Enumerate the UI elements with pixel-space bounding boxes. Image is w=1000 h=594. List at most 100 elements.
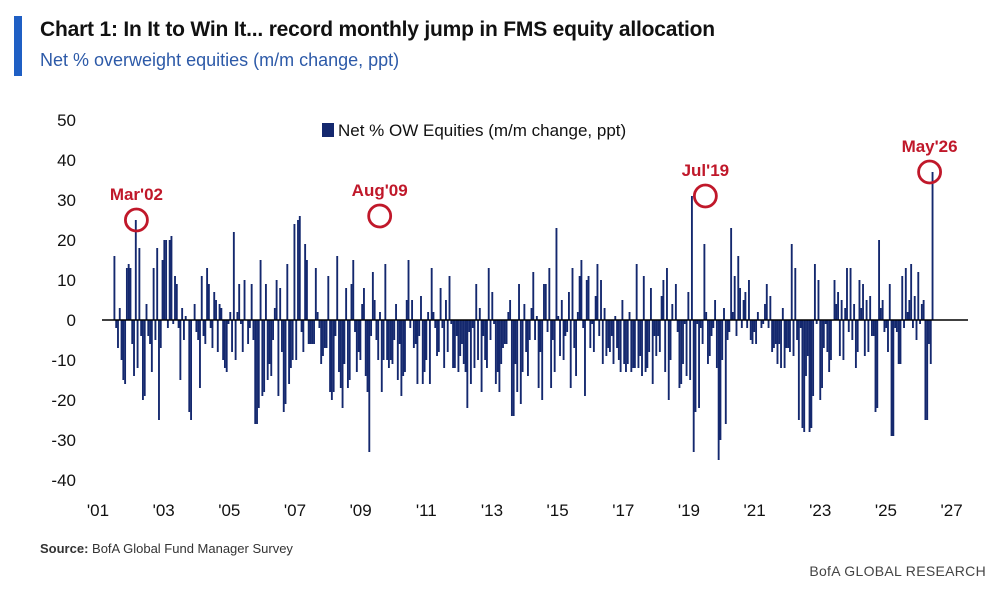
bar [660,296,663,320]
bar [692,320,695,452]
bar [256,320,258,424]
bar [792,320,795,356]
bar [560,300,563,320]
bar [605,320,608,356]
bar [143,320,146,396]
bar [131,320,134,344]
bar [833,280,836,320]
bar [220,308,223,320]
bar [608,320,611,352]
bar [300,320,303,332]
bar [382,320,385,360]
bar [398,320,401,344]
bar [213,292,216,320]
bar [658,320,661,352]
bar [462,320,465,364]
title-accent-bar [14,16,22,76]
bar [655,320,658,356]
bar [903,320,905,328]
bar [314,268,317,320]
bar [842,320,845,360]
bar [225,320,228,372]
bar [197,320,200,340]
bar [548,268,551,320]
bar [537,320,540,388]
bar [295,320,298,360]
bar [286,264,289,320]
bar [503,320,506,344]
bar [534,320,537,340]
bar [865,300,868,320]
bar [765,284,768,320]
bar [835,304,838,320]
bar [354,320,356,332]
bar [182,320,185,340]
bar [461,320,463,344]
bar [614,316,617,320]
bar [138,248,141,320]
bar [348,320,351,380]
bar [872,320,875,336]
bar [238,284,241,320]
bar [118,308,121,320]
x-tick-label: '27 [941,501,963,520]
x-tick-label: '09 [350,501,372,520]
bar [567,292,570,320]
bar [159,320,162,348]
bar [427,312,430,320]
bar [764,304,766,320]
bar [735,320,738,336]
bar [920,304,923,320]
bar [580,260,583,320]
bar [387,320,390,368]
bar [895,320,898,332]
bar [783,320,786,368]
bar [327,276,330,320]
bar [687,292,690,320]
bar [630,320,633,372]
bar [150,320,153,372]
bar [746,320,749,328]
bar [928,320,930,344]
bar [525,320,528,352]
bar [430,268,433,320]
bar [888,284,891,320]
bar [863,320,866,356]
bar [582,320,585,328]
bar [206,268,209,320]
bar [487,268,490,320]
bar [222,320,225,360]
bar [701,320,704,344]
bar [284,320,287,404]
bar [904,268,907,320]
bar [375,320,378,340]
bar [352,260,355,320]
bar [412,320,415,348]
bar [202,320,205,336]
bar [140,320,143,336]
bar [591,320,594,324]
bar [676,320,679,332]
bar [760,320,763,328]
bar [642,276,645,320]
bar [846,268,848,320]
bar [414,320,417,344]
bar [576,312,579,320]
bar [334,320,337,336]
bar [899,320,902,364]
bar [751,320,754,344]
bar [471,320,474,328]
bar [389,320,392,360]
bar [719,320,722,440]
bar [715,320,718,368]
bar [874,320,877,412]
y-tick-label: -30 [51,431,76,450]
bar [122,320,125,380]
bar [330,320,333,400]
bar [683,320,686,324]
bar [341,320,344,408]
bar [601,320,604,364]
bar [120,320,123,360]
bar [901,276,904,320]
bar [885,320,888,328]
